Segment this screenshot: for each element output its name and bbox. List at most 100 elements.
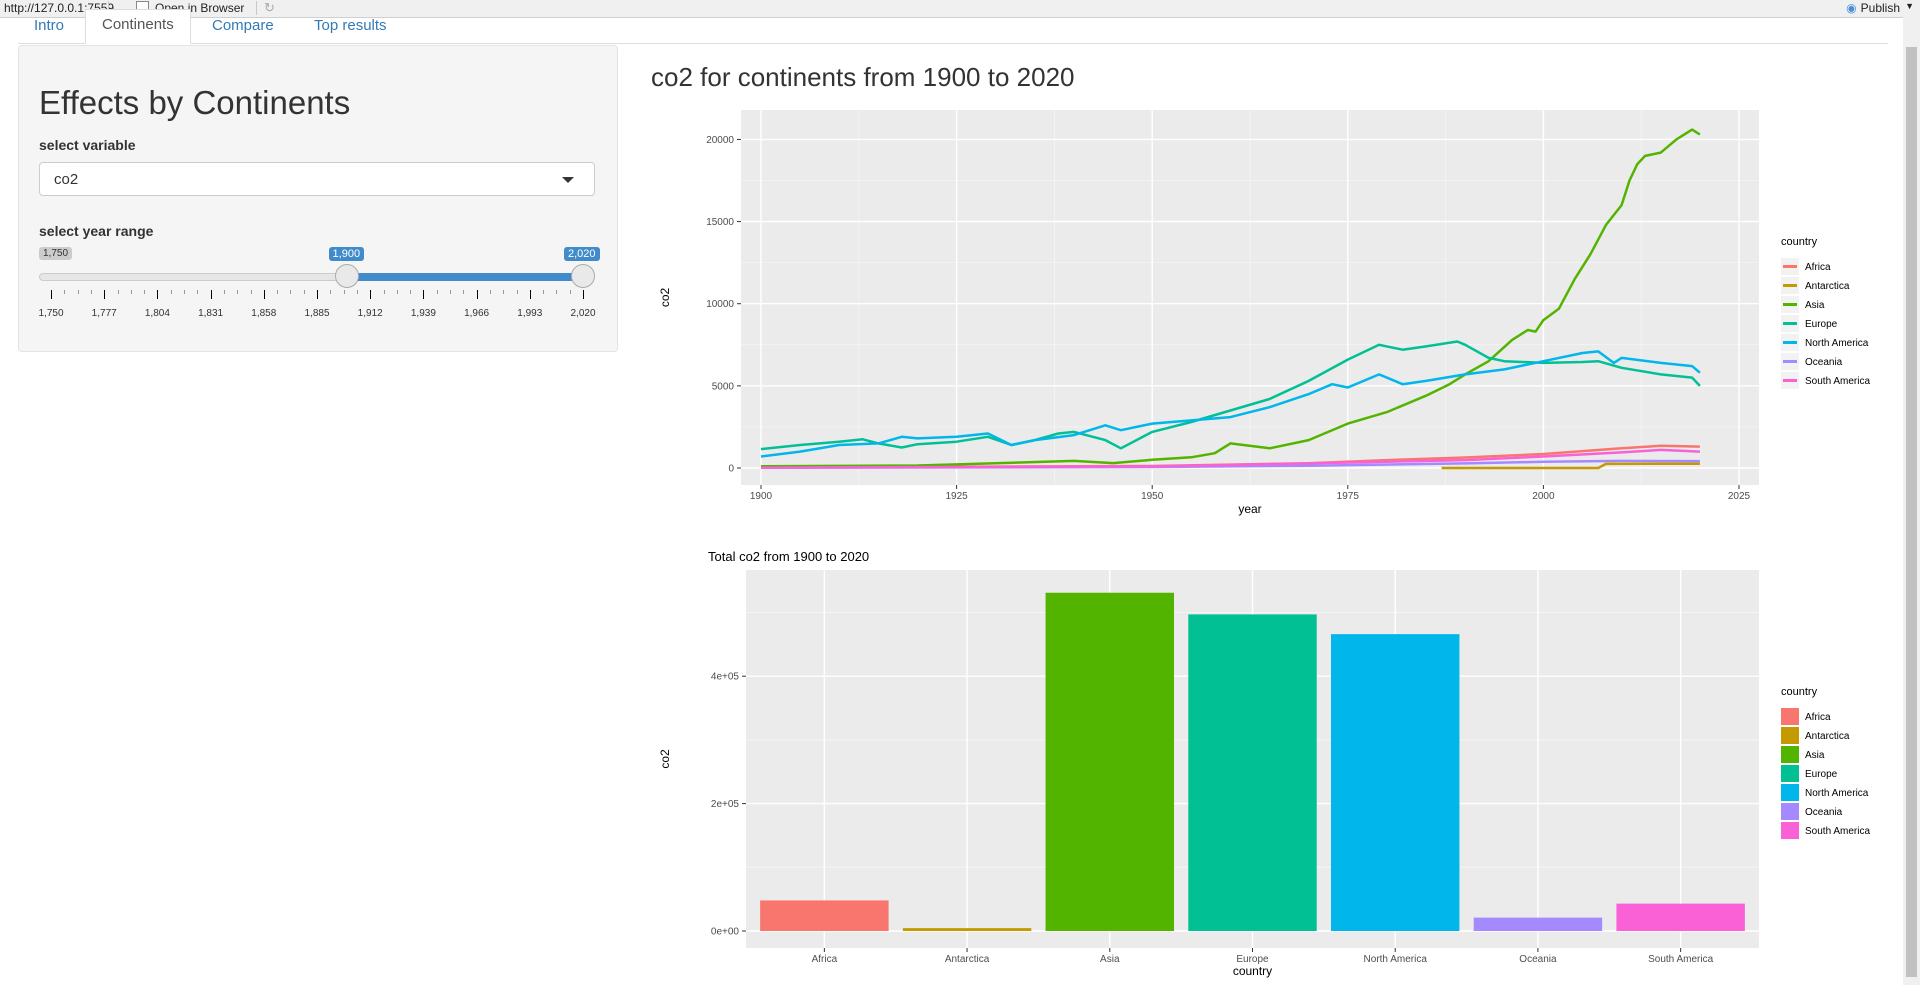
slider-tick-label: 2,020 bbox=[570, 308, 596, 319]
slider-minor-tick bbox=[130, 290, 132, 294]
legend-label: Europe bbox=[1805, 319, 1838, 330]
chevron-down-icon bbox=[562, 177, 574, 183]
x-tick-label: Antarctica bbox=[945, 954, 990, 965]
slider-minor-tick bbox=[343, 290, 345, 294]
y-tick-label: 2e+05 bbox=[711, 799, 740, 810]
legend-swatch bbox=[1781, 708, 1799, 725]
bar-south-america bbox=[1616, 903, 1745, 931]
publish-button[interactable]: ◉ Publish bbox=[1846, 1, 1900, 15]
legend-label: South America bbox=[1805, 376, 1870, 387]
slider-tick-label: 1,912 bbox=[357, 308, 383, 319]
y-tick-label: 5000 bbox=[712, 381, 735, 392]
legend-label: Africa bbox=[1805, 712, 1831, 723]
scrollbar-thumb[interactable] bbox=[1906, 47, 1917, 977]
legend-label: North America bbox=[1805, 338, 1869, 349]
separator bbox=[108, 1, 109, 15]
tab-compare[interactable]: Compare bbox=[212, 17, 274, 34]
variable-label: select variable bbox=[39, 137, 136, 153]
y-axis-label: co2 bbox=[658, 288, 672, 308]
slider-tick-label: 1,750 bbox=[38, 308, 64, 319]
x-tick-label: 1975 bbox=[1337, 491, 1360, 502]
x-tick-label: 1925 bbox=[945, 491, 968, 502]
slider-minor-tick bbox=[330, 290, 332, 294]
legend-label: Oceania bbox=[1805, 357, 1843, 368]
series-line-antarctica bbox=[1441, 462, 1700, 470]
slider-minor-tick bbox=[489, 290, 491, 294]
year-range-slider[interactable]: 1,750 1,900 2,020 1,750 1,777 1,804 1,831 1,… bbox=[38, 246, 600, 326]
legend-swatch bbox=[1781, 784, 1799, 801]
y-axis-label: co2 bbox=[658, 749, 672, 769]
x-axis-label: country bbox=[1233, 964, 1272, 978]
publish-label: Publish bbox=[1860, 1, 1900, 15]
legend-label: Asia bbox=[1805, 300, 1825, 311]
bar-oceania bbox=[1473, 917, 1603, 931]
slider-tick bbox=[476, 290, 478, 299]
scrollbar[interactable] bbox=[1903, 17, 1920, 985]
browser-toolbar: http://127.0.0.1:7559 Open in Browser ↻ … bbox=[0, 0, 1920, 18]
slider-minor-tick bbox=[277, 290, 279, 294]
chevron-down-icon[interactable]: ▼ bbox=[1905, 1, 1914, 11]
slider-selected-range[interactable] bbox=[346, 273, 583, 281]
slider-minor-tick bbox=[569, 290, 571, 294]
bar-asia bbox=[1045, 592, 1175, 931]
legend-label: Antarctica bbox=[1805, 731, 1850, 742]
slider-tick-label: 1,885 bbox=[304, 308, 330, 319]
tab-top-results[interactable]: Top results bbox=[314, 17, 387, 34]
slider-from-handle[interactable] bbox=[334, 264, 359, 288]
y-tick-label: 20000 bbox=[706, 135, 734, 146]
x-axis-label: year bbox=[1238, 502, 1261, 516]
legend-title: country bbox=[1781, 686, 1818, 698]
variable-select-value: co2 bbox=[54, 171, 79, 188]
x-tick-label: 2000 bbox=[1532, 491, 1555, 502]
year-range-label: select year range bbox=[39, 223, 154, 239]
slider-minor-tick bbox=[117, 290, 119, 294]
slider-minor-tick bbox=[543, 290, 545, 294]
slider-minor-tick bbox=[450, 290, 451, 294]
slider-minor-tick bbox=[184, 290, 185, 294]
tab-intro[interactable]: Intro bbox=[34, 17, 65, 34]
variable-select[interactable]: co2 bbox=[39, 162, 595, 196]
y-tick-label: 4e+05 bbox=[711, 672, 740, 683]
slider-tick bbox=[104, 290, 106, 299]
slider-min-label: 1,750 bbox=[39, 247, 73, 260]
legend-label: South America bbox=[1805, 826, 1870, 837]
slider-to-handle[interactable] bbox=[571, 264, 595, 288]
slider-minor-tick bbox=[250, 290, 252, 294]
slider-minor-tick bbox=[463, 290, 465, 294]
y-tick-label: 0 bbox=[728, 464, 734, 475]
slider-minor-tick bbox=[410, 290, 412, 294]
y-tick-label: 0e+00 bbox=[711, 927, 740, 938]
series-line-europe bbox=[760, 340, 1701, 451]
legend-swatch bbox=[1781, 746, 1799, 763]
refresh-icon[interactable]: ↻ bbox=[264, 0, 275, 15]
x-tick-label: Europe bbox=[1236, 954, 1269, 965]
slider-minor-tick bbox=[64, 290, 66, 294]
slider-tick bbox=[529, 290, 531, 299]
slider-tick-label: 1,858 bbox=[251, 308, 277, 319]
slider-tick-label: 1,939 bbox=[410, 308, 436, 319]
slider-minor-tick bbox=[90, 290, 92, 294]
x-tick-label: Oceania bbox=[1519, 954, 1557, 965]
legend-label: Oceania bbox=[1805, 807, 1843, 818]
slider-tick bbox=[423, 290, 425, 299]
sidebar-panel: Effects by Continents select variable co… bbox=[18, 45, 618, 352]
slider-tick bbox=[370, 290, 372, 299]
x-tick-label: North America bbox=[1364, 954, 1428, 965]
slider-tick-label: 1,831 bbox=[198, 308, 224, 319]
slider-minor-tick bbox=[383, 290, 385, 294]
slider-minor-tick bbox=[197, 290, 199, 294]
slider-minor-tick bbox=[77, 290, 79, 294]
tab-continents[interactable]: Continents bbox=[85, 9, 191, 44]
line-chart: 1900 1925 1950 1975 2000 2025 0 5000 10000 15000 2… bbox=[658, 110, 1870, 516]
legend-label: Asia bbox=[1805, 750, 1825, 761]
x-tick-label: 1950 bbox=[1141, 491, 1164, 502]
chart-title: Total co2 from 1900 to 2020 bbox=[708, 549, 869, 564]
slider-minor-tick bbox=[290, 290, 292, 294]
y-tick-label: 10000 bbox=[706, 299, 734, 310]
legend-swatch bbox=[1781, 727, 1799, 744]
slider-minor-tick bbox=[396, 290, 398, 294]
tab-bar: Intro Continents Compare Top results bbox=[18, 9, 1888, 44]
slider-minor-tick bbox=[503, 290, 505, 294]
page-title: co2 for continents from 1900 to 2020 bbox=[651, 62, 1075, 92]
slider-tick bbox=[583, 290, 584, 299]
